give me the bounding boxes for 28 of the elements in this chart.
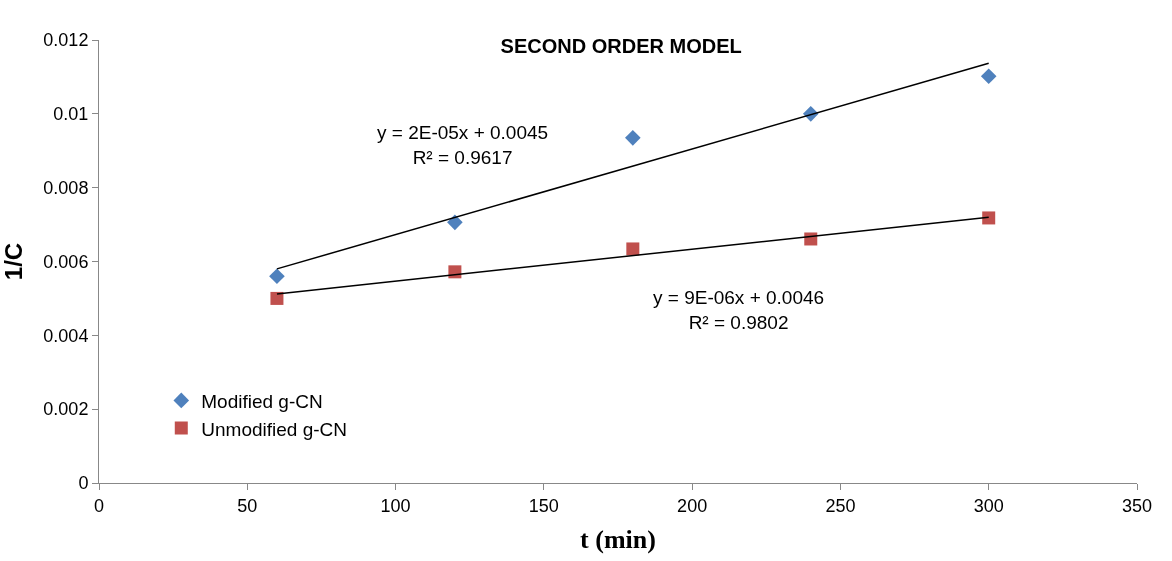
x-tick-label: 50 — [237, 495, 258, 516]
point — [626, 242, 640, 256]
y-tick-label: 0.006 — [43, 251, 89, 272]
y-tick-label: 0.008 — [43, 177, 89, 198]
x-tick-label: 200 — [677, 495, 708, 516]
x-tick-label: 300 — [973, 495, 1004, 516]
y-tick-label: 0.004 — [43, 325, 89, 346]
y-tick-label: 0 — [78, 473, 89, 494]
x-tick-label: 0 — [93, 495, 105, 516]
legend-label: Modified g-CN — [201, 390, 323, 412]
x-tick-label: 150 — [528, 495, 559, 516]
annotation: y = 9E-06x + 0.0046 R² = 0.9802 — [653, 287, 825, 333]
point — [982, 211, 996, 225]
point — [980, 68, 997, 84]
legend-label: Unmodified g-CN — [201, 418, 348, 440]
x-tick-label: 350 — [1121, 495, 1153, 516]
y-tick-label: 0.01 — [53, 104, 89, 125]
annotation: y = 2E-05x + 0.0045 R² = 0.9617 — [377, 122, 549, 168]
point — [625, 130, 641, 146]
x-axis-title: t (min) — [580, 525, 656, 555]
chart-title: SECOND ORDER MODEL — [500, 35, 742, 58]
x-tick-label: 250 — [825, 495, 856, 516]
point — [269, 268, 285, 285]
x-tick-label: 100 — [380, 495, 411, 516]
y-axis-title: 1/C — [0, 242, 27, 281]
point — [270, 291, 284, 305]
y-tick-label: 0.012 — [43, 30, 89, 51]
y-tick-label: 0.002 — [43, 399, 89, 420]
